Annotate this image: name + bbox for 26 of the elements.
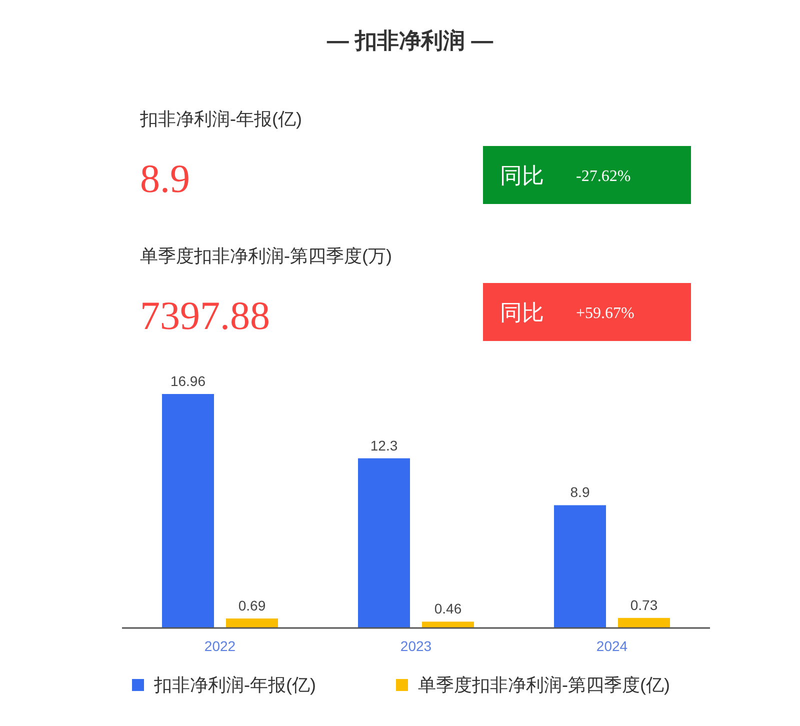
data-label: 0.73 bbox=[630, 596, 658, 613]
bar bbox=[162, 394, 214, 628]
data-label: 16.96 bbox=[170, 373, 206, 389]
x-tick-label: 2022 bbox=[204, 638, 236, 654]
text: 7397.88 bbox=[140, 293, 270, 338]
x-tick-label: 2024 bbox=[596, 638, 628, 654]
legend-label: 扣非净利润-年报(亿) bbox=[153, 675, 316, 695]
text: +59.67% bbox=[576, 305, 634, 322]
text: 扣非净利润-年报(亿) bbox=[139, 109, 302, 129]
text: — 扣非净利润 — bbox=[326, 28, 494, 53]
x-tick-label: 2023 bbox=[400, 638, 432, 654]
text: 同比 bbox=[500, 163, 544, 188]
data-label: 12.3 bbox=[370, 437, 398, 454]
text: 单季度扣非净利润-第四季度(万) bbox=[140, 246, 392, 266]
data-label: 8.9 bbox=[570, 484, 590, 500]
bar bbox=[226, 618, 278, 628]
data-label: 0.46 bbox=[434, 600, 462, 617]
legend-label: 单季度扣非净利润-第四季度(亿) bbox=[418, 675, 670, 695]
bar bbox=[618, 618, 670, 628]
bar bbox=[358, 458, 410, 628]
bar bbox=[422, 622, 474, 628]
text: -27.62% bbox=[576, 168, 631, 185]
bar bbox=[554, 505, 606, 628]
text: 同比 bbox=[500, 300, 544, 325]
text: 8.9 bbox=[140, 156, 190, 201]
data-label: 0.69 bbox=[238, 597, 266, 614]
